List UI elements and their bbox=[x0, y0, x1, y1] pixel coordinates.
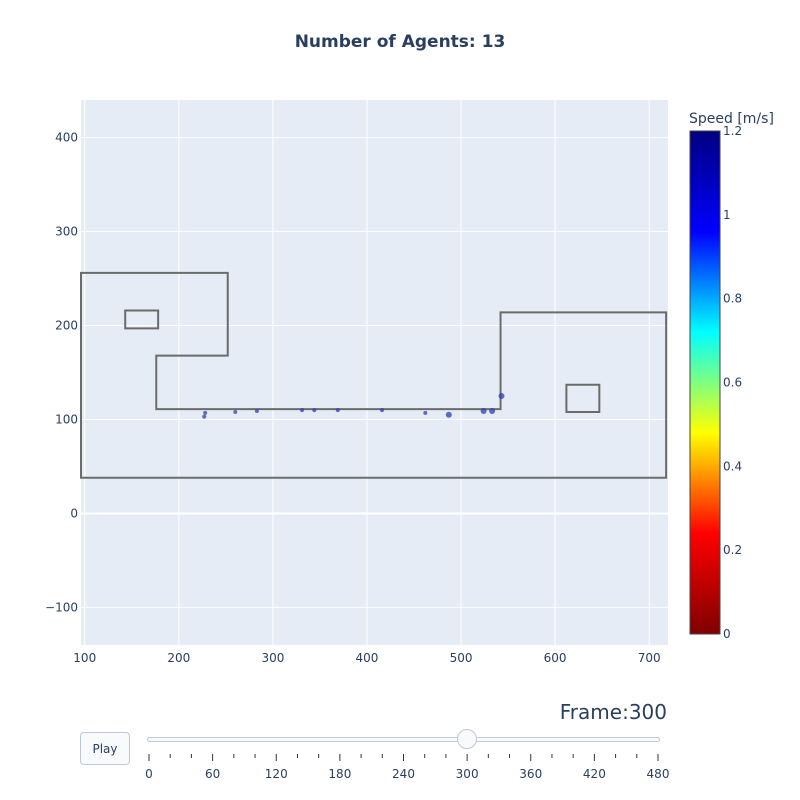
slider-ticks: 0 60 120 180 240 300 360 420 480 bbox=[145, 754, 669, 781]
agent-marker bbox=[498, 392, 505, 399]
slider-tick-label: 120 bbox=[265, 767, 288, 781]
colorbar-tick-label: 0.4 bbox=[723, 459, 742, 473]
agents-layer bbox=[202, 392, 505, 419]
obstacle-right bbox=[565, 383, 601, 413]
agent-marker bbox=[202, 414, 207, 419]
plot-area[interactable] bbox=[81, 100, 668, 645]
slider-tick-label: 300 bbox=[456, 767, 479, 781]
slider-tick-label: 480 bbox=[647, 767, 670, 781]
colorbar-tick-label: 0 bbox=[723, 627, 731, 641]
frame-slider-handle[interactable] bbox=[457, 729, 478, 749]
agent-marker bbox=[233, 409, 238, 414]
frame-prefix: Frame: bbox=[559, 700, 629, 724]
x-tick-label: 300 bbox=[261, 651, 284, 665]
play-label: Play bbox=[92, 741, 118, 756]
slider-tick-label: 0 bbox=[145, 767, 153, 781]
colorbar-gradient bbox=[689, 130, 721, 635]
y-tick-label: 0 bbox=[70, 506, 78, 520]
y-tick-label: 400 bbox=[55, 131, 78, 145]
slider-tick-label: 60 bbox=[205, 767, 220, 781]
play-button[interactable]: Play bbox=[80, 732, 130, 765]
grid-lines bbox=[81, 100, 668, 645]
agent-marker bbox=[203, 410, 208, 415]
agent-marker bbox=[423, 410, 428, 415]
y-tick-label: 300 bbox=[55, 225, 78, 239]
axis-tick-labels: 100 200 300 400 500 600 700 −100 0 100 200 300 400 bbox=[45, 131, 661, 665]
outer-boundary bbox=[80, 271, 668, 479]
y-tick-label: 100 bbox=[55, 412, 78, 426]
x-tick-label: 100 bbox=[73, 651, 96, 665]
agent-marker bbox=[480, 408, 487, 415]
obstacle-left bbox=[124, 309, 160, 330]
x-tick-label: 400 bbox=[356, 651, 379, 665]
colorbar-tick-label: 0.6 bbox=[723, 376, 742, 390]
frame-value: 300 bbox=[628, 700, 667, 724]
slider-tick-label: 360 bbox=[519, 767, 542, 781]
frame-slider-track[interactable] bbox=[147, 737, 660, 742]
agent-marker bbox=[445, 411, 452, 418]
frame-readout: Frame:300 bbox=[560, 700, 667, 724]
geometry-layer bbox=[80, 271, 668, 479]
slider-tick-label: 240 bbox=[392, 767, 415, 781]
x-tick-label: 500 bbox=[450, 651, 473, 665]
colorbar-tick-label: 1.2 bbox=[723, 124, 742, 138]
agent-marker bbox=[254, 409, 259, 414]
colorbar: Speed [m/s] 0 0.2 0.4 0.6 0.8 1 1.2 bbox=[689, 111, 774, 641]
agent-marker bbox=[312, 408, 317, 413]
y-tick-label: 200 bbox=[55, 319, 78, 333]
chart-title: Number of Agents: 13 bbox=[294, 32, 506, 52]
colorbar-tick-label: 0.8 bbox=[723, 292, 742, 306]
slider-tick-label: 420 bbox=[583, 767, 606, 781]
colorbar-tick-label: 0.2 bbox=[723, 543, 742, 557]
agent-marker bbox=[300, 408, 305, 413]
x-tick-label: 200 bbox=[167, 651, 190, 665]
x-tick-label: 700 bbox=[638, 651, 661, 665]
agent-marker bbox=[335, 408, 340, 413]
agent-marker bbox=[380, 408, 385, 413]
colorbar-title: Speed [m/s] bbox=[689, 111, 774, 127]
agent-marker bbox=[489, 408, 496, 415]
colorbar-tick-label: 1 bbox=[723, 208, 731, 222]
y-tick-label: −100 bbox=[45, 600, 78, 614]
slider-tick-label: 180 bbox=[328, 767, 351, 781]
x-tick-label: 600 bbox=[544, 651, 567, 665]
